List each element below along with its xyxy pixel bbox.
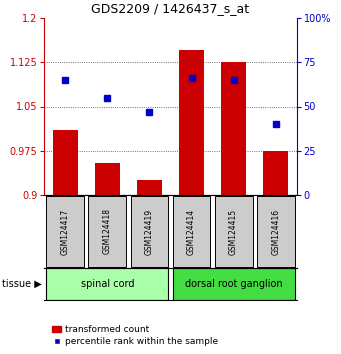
Bar <box>131 196 168 267</box>
Bar <box>46 268 168 300</box>
Text: GSM124416: GSM124416 <box>271 209 280 255</box>
Bar <box>137 180 162 195</box>
Bar <box>215 196 253 267</box>
Bar <box>95 162 120 195</box>
Bar <box>46 196 84 267</box>
Bar <box>173 196 210 267</box>
Bar <box>173 268 295 300</box>
Bar <box>179 51 204 195</box>
Legend: transformed count, percentile rank within the sample: transformed count, percentile rank withi… <box>49 321 222 349</box>
Bar <box>257 196 295 267</box>
Text: GSM124417: GSM124417 <box>61 209 70 255</box>
Bar <box>263 151 288 195</box>
Text: spinal cord: spinal cord <box>81 279 134 289</box>
Text: dorsal root ganglion: dorsal root ganglion <box>185 279 282 289</box>
Text: tissue ▶: tissue ▶ <box>2 279 42 289</box>
Title: GDS2209 / 1426437_s_at: GDS2209 / 1426437_s_at <box>91 2 250 16</box>
Text: GSM124419: GSM124419 <box>145 209 154 255</box>
Bar <box>53 130 78 195</box>
Text: GSM124414: GSM124414 <box>187 209 196 255</box>
Text: GSM124415: GSM124415 <box>229 209 238 255</box>
Bar <box>89 196 127 267</box>
Text: GSM124418: GSM124418 <box>103 209 112 255</box>
Bar <box>221 62 246 195</box>
